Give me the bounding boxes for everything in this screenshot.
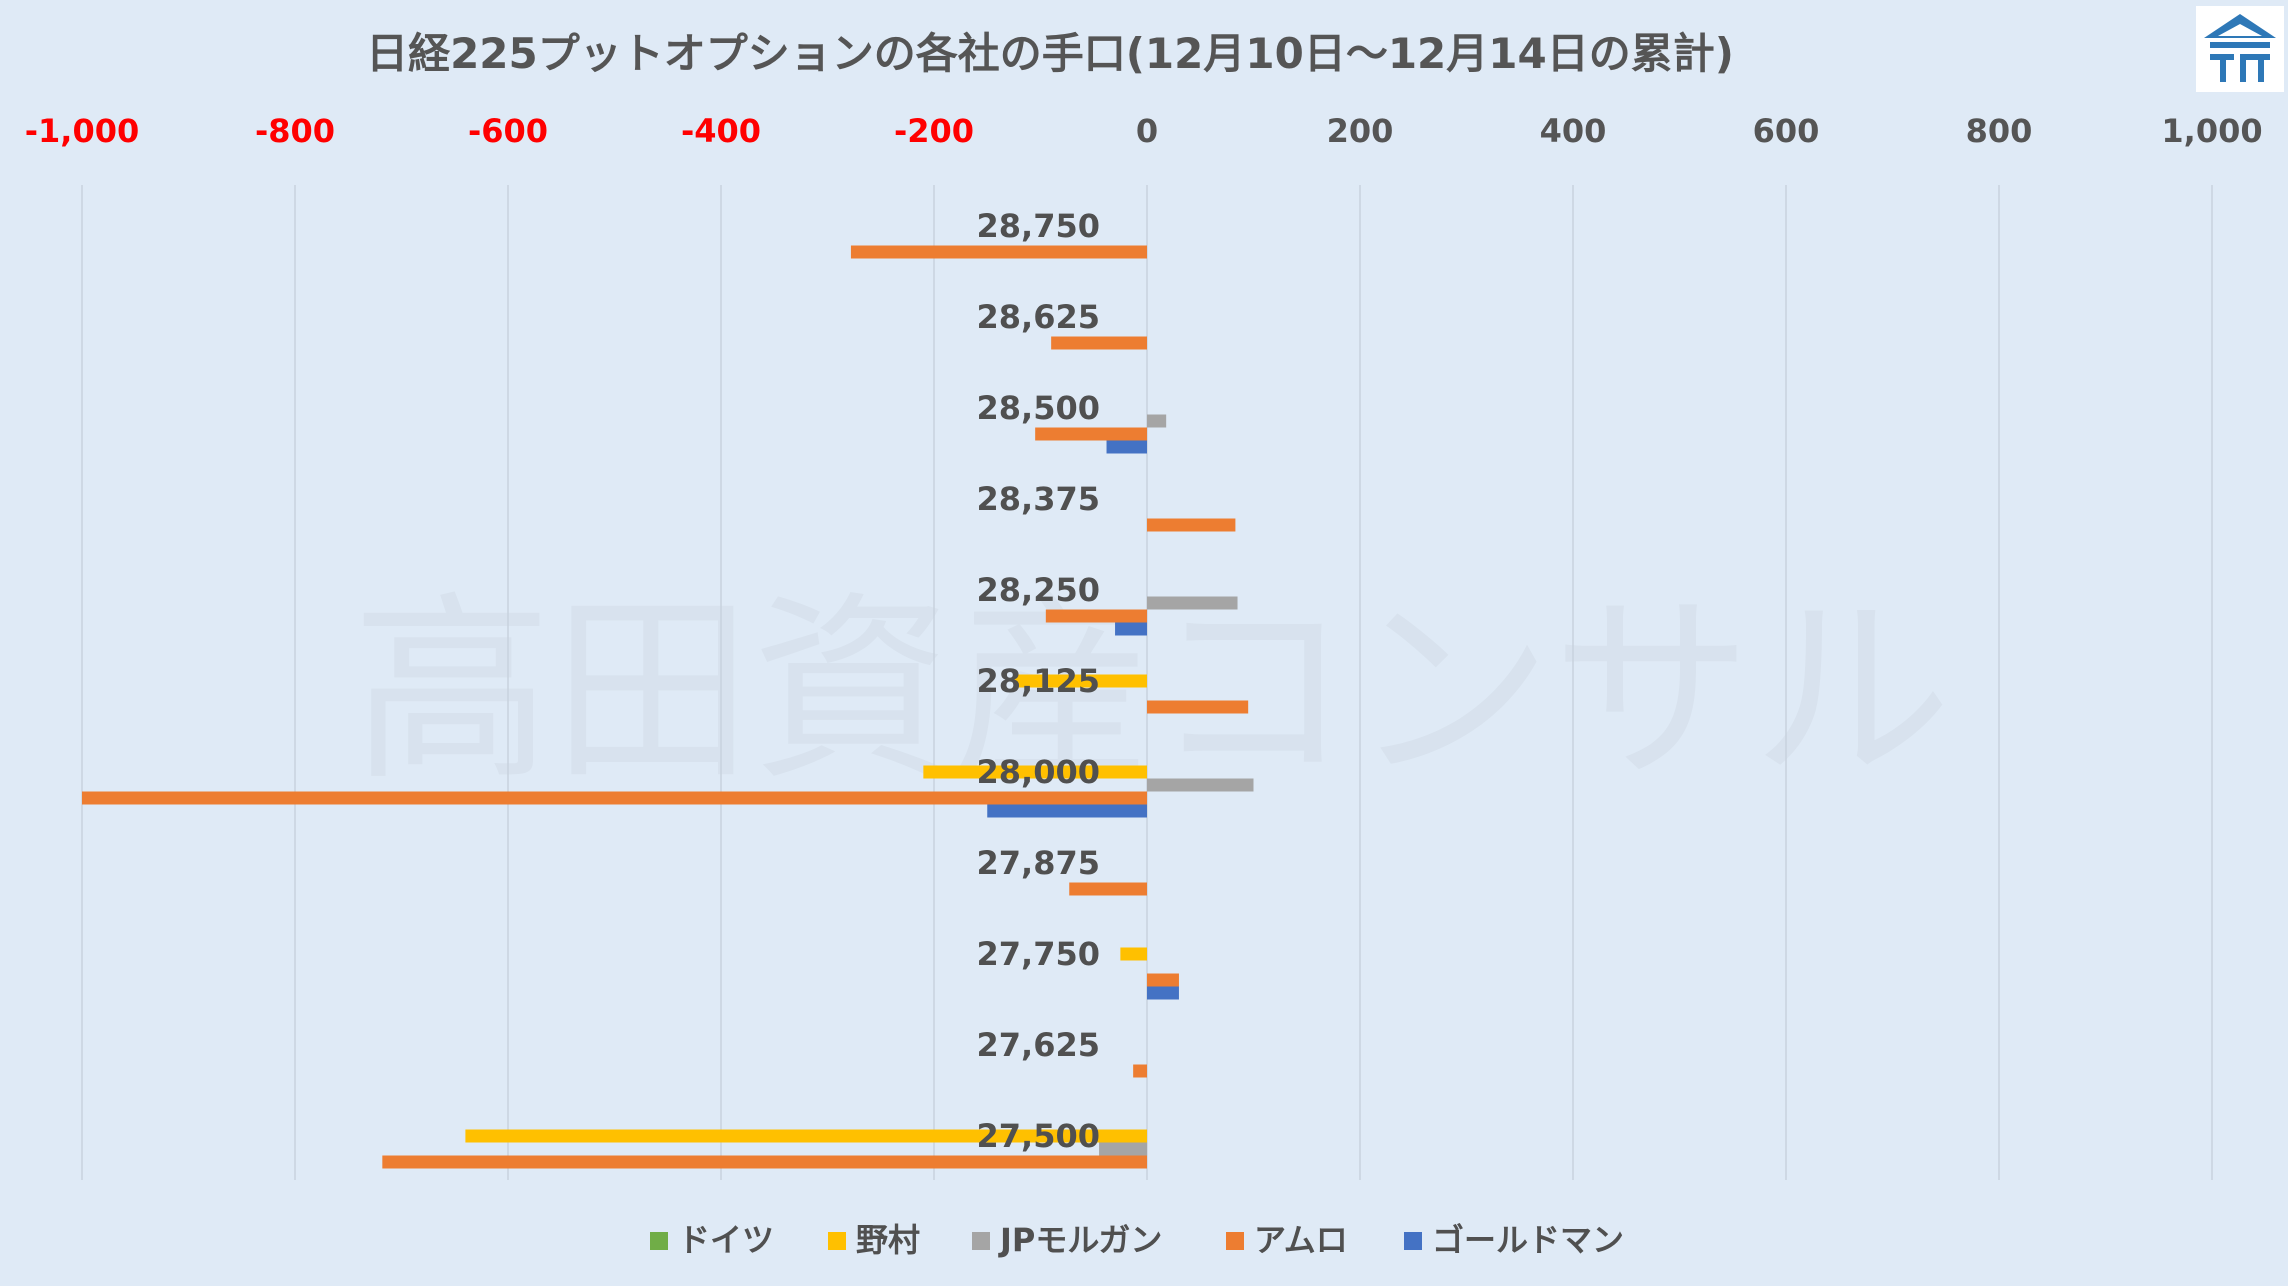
bar — [1051, 336, 1147, 350]
x-axis-ticks: -1,000 -800 -600 -400 -200 0 200 400 600 800 1,000 — [25, 112, 2263, 150]
bar — [1035, 427, 1147, 441]
category-label: 27,875 — [977, 844, 1100, 882]
chart-title: 日経225プットオプションの各社の手口(12月10日～12月14日の累計) — [366, 29, 1734, 78]
category-label: 28,250 — [977, 571, 1100, 609]
bar — [1045, 609, 1147, 623]
x-tick-label: 200 — [1327, 112, 1394, 150]
legend-label: ドイツ — [678, 1221, 774, 1259]
bars — [82, 245, 1254, 1169]
category-label: 28,500 — [977, 389, 1100, 427]
category-label: 28,375 — [977, 480, 1100, 518]
bar — [850, 245, 1147, 259]
bar — [1099, 1142, 1147, 1156]
legend-swatch — [972, 1232, 990, 1250]
x-tick-label: -200 — [894, 112, 974, 150]
x-tick-label: 0 — [1136, 112, 1158, 150]
legend-swatch — [1404, 1232, 1422, 1250]
bar — [1133, 1064, 1147, 1078]
category-labels: 28,750 28,625 28,500 28,375 28,250 28,125 28,0… — [977, 207, 1100, 1155]
category-label: 27,750 — [977, 935, 1100, 973]
gridlines — [81, 185, 2213, 1180]
legend: ドイツ 野村 JPモルガン アムロ ゴールドマン — [650, 1221, 1624, 1259]
bar — [1147, 778, 1254, 792]
bar — [1120, 947, 1147, 961]
watermark: 高田資産コンサル — [352, 575, 1952, 808]
legend-label: アムロ — [1254, 1221, 1348, 1259]
bar — [1013, 674, 1147, 688]
x-tick-label: 1,000 — [2161, 112, 2262, 150]
category-label: 27,500 — [977, 1117, 1100, 1155]
legend-label: ゴールドマン — [1432, 1221, 1624, 1259]
bar — [1115, 622, 1147, 636]
legend-swatch — [828, 1232, 846, 1250]
x-tick-label: 400 — [1540, 112, 1607, 150]
bar — [465, 1129, 1147, 1143]
category-label: 28,625 — [977, 298, 1100, 336]
bar — [1147, 414, 1167, 428]
category-label: 28,750 — [977, 207, 1100, 245]
bar — [1147, 986, 1179, 1000]
x-tick-label: -400 — [681, 112, 761, 150]
logo — [2196, 6, 2284, 92]
x-tick-label: -1,000 — [25, 112, 140, 150]
legend-label: 野村 — [856, 1221, 920, 1259]
category-label: 28,000 — [977, 753, 1100, 791]
bar — [1147, 973, 1179, 987]
bar — [1147, 700, 1249, 714]
bar — [1147, 596, 1238, 610]
bar — [382, 1155, 1148, 1169]
category-label: 28,125 — [977, 662, 1100, 700]
legend-label: JPモルガン — [998, 1221, 1162, 1259]
bar — [82, 791, 1147, 805]
x-tick-label: 600 — [1753, 112, 1820, 150]
bar — [923, 765, 1147, 779]
bar — [1147, 518, 1236, 532]
x-tick-label: 800 — [1966, 112, 2033, 150]
legend-swatch — [1226, 1232, 1244, 1250]
legend-swatch — [650, 1232, 668, 1250]
category-label: 27,625 — [977, 1026, 1100, 1064]
bar — [1069, 882, 1147, 896]
bar — [987, 804, 1147, 818]
x-tick-label: -600 — [468, 112, 548, 150]
x-tick-label: -800 — [255, 112, 335, 150]
bar — [1106, 440, 1147, 454]
